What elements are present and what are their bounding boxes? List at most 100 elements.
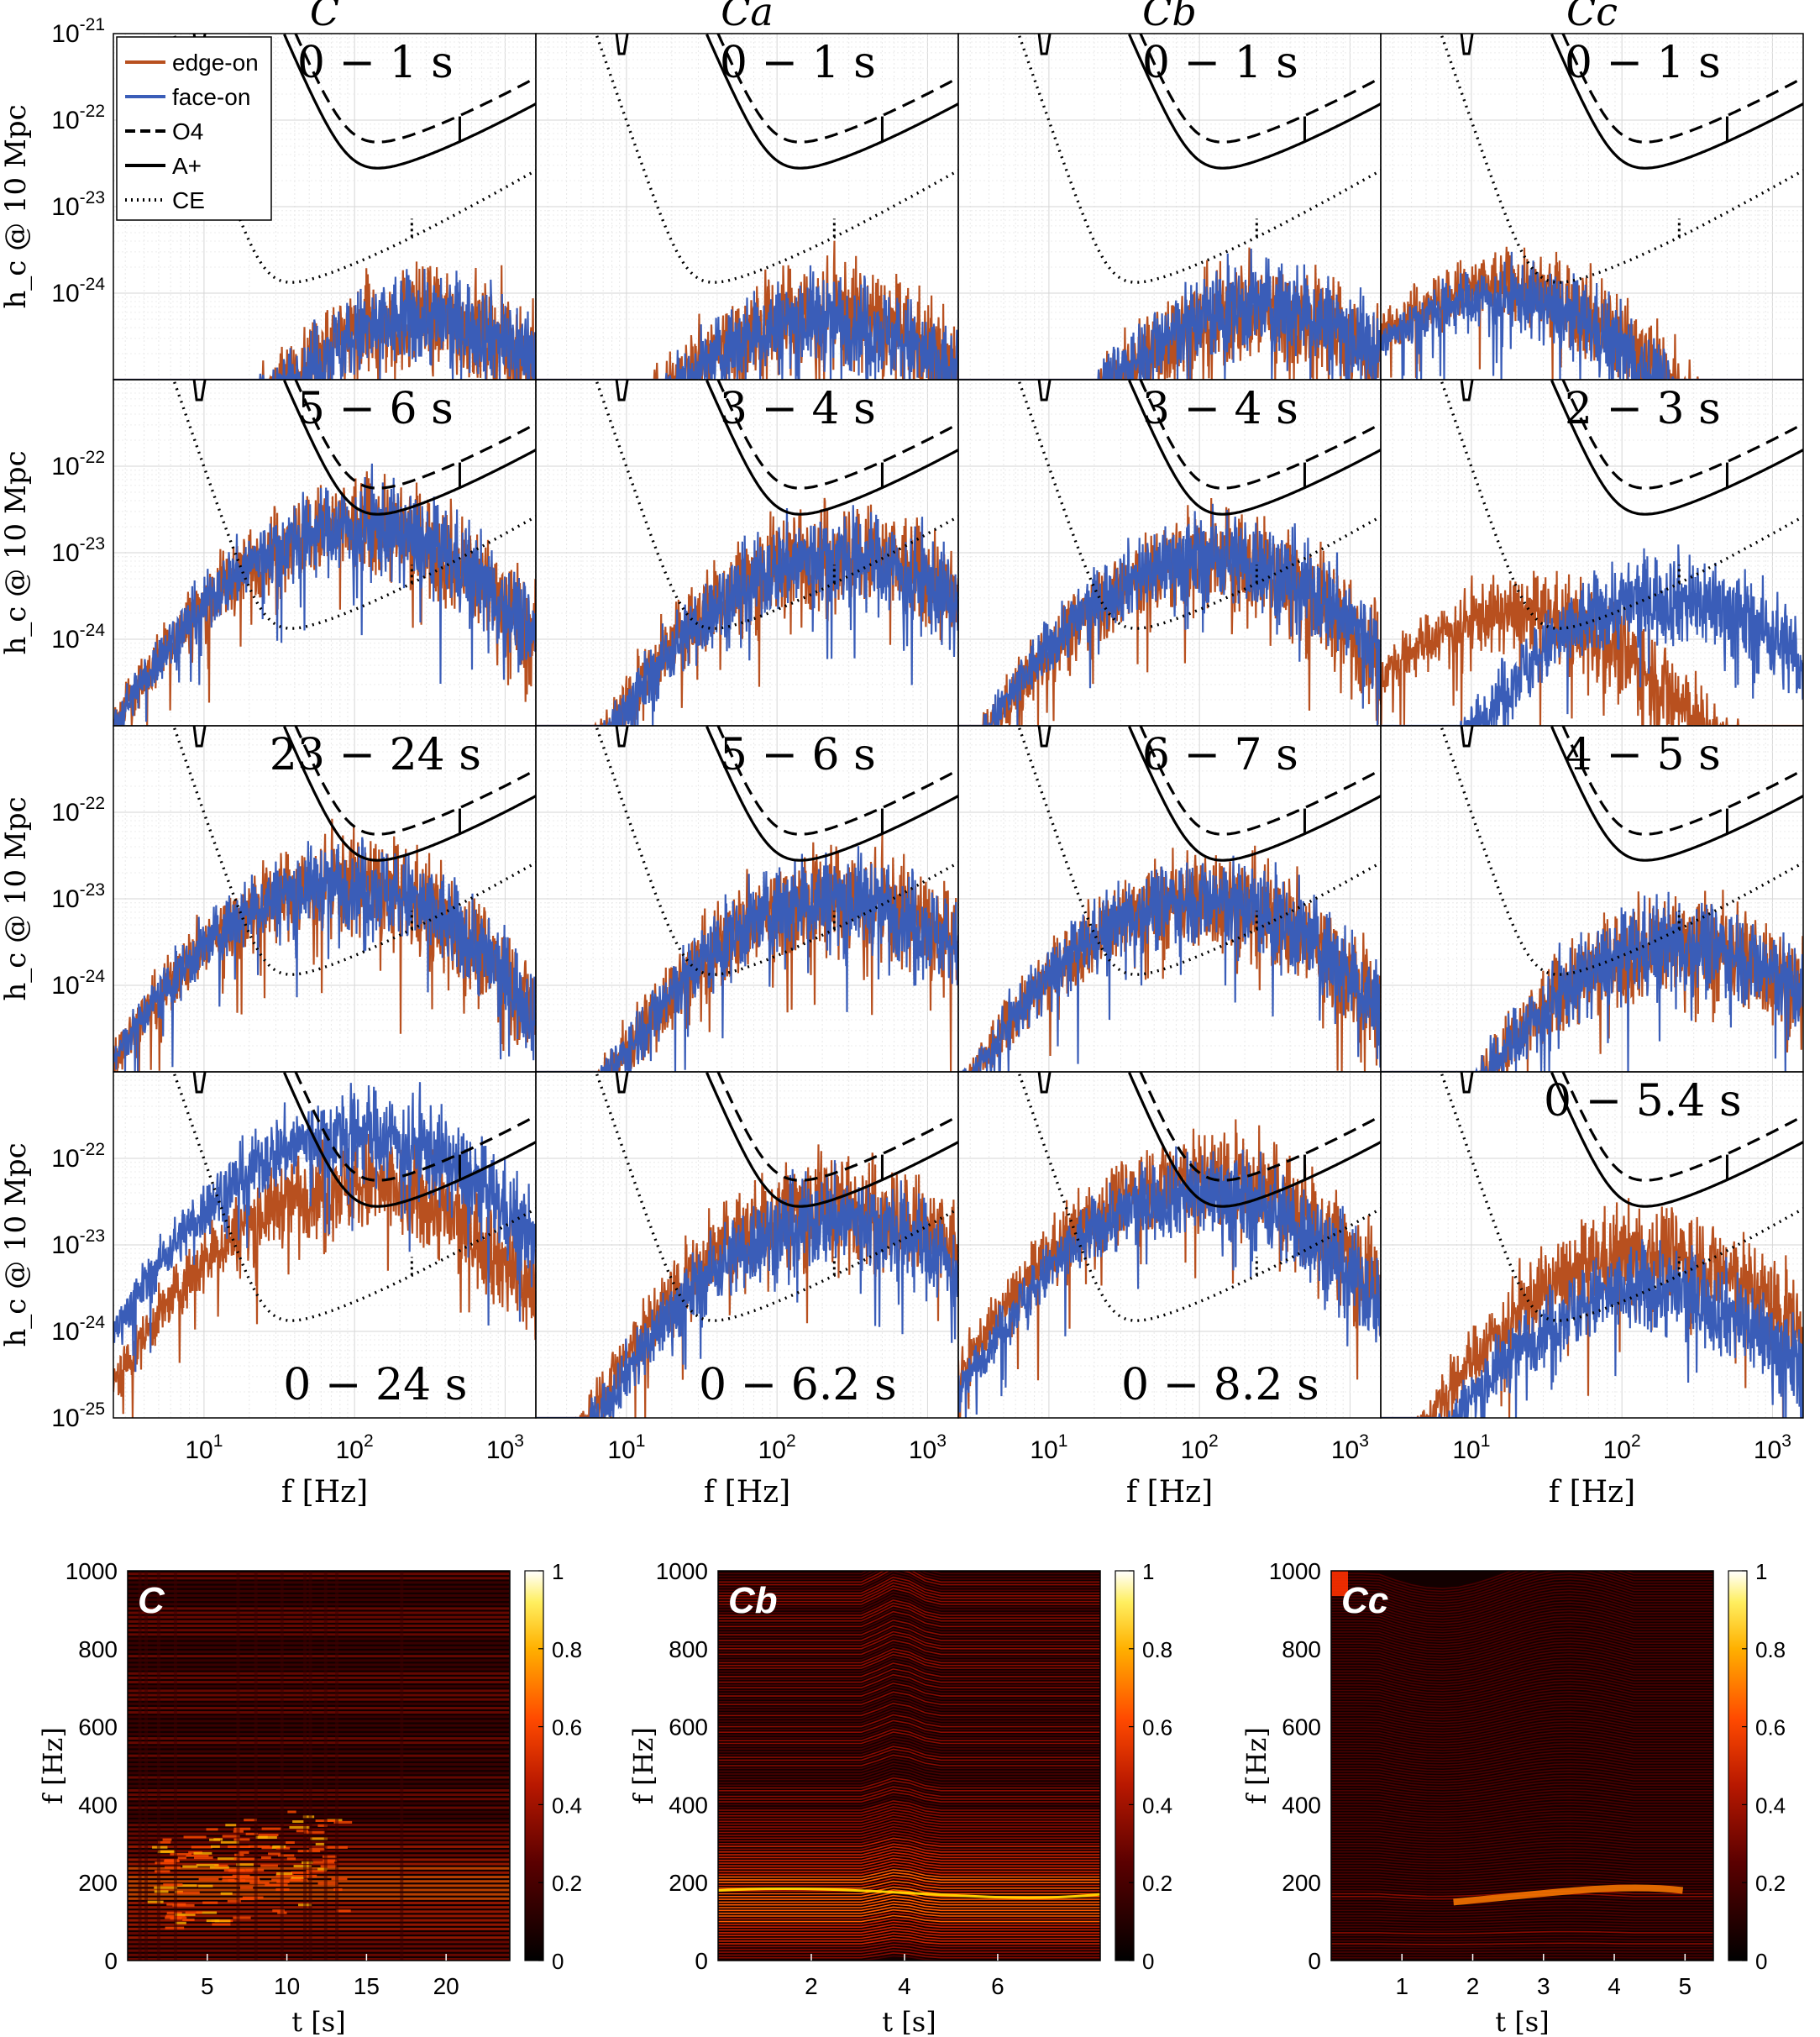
spectrogram-band — [718, 1590, 1100, 1608]
spectrogram-band — [718, 1610, 1100, 1628]
spectrogram-band — [128, 1641, 510, 1645]
spectrogram-band — [1331, 1760, 1713, 1777]
spectrogram-hotspot — [233, 1838, 250, 1841]
colorbar-tick: 0 — [552, 1949, 564, 1974]
spectrogram-band — [718, 1860, 1100, 1870]
spectrogram-band — [718, 1949, 1100, 1956]
spectrogram-band — [1331, 1595, 1713, 1625]
o4-curve — [1561, 380, 1803, 490]
panel-Cc-row4: 0 − 5.4 s — [1380, 1071, 1804, 1419]
spectrogram-band — [718, 1955, 1100, 1961]
colorbar-tick: 0 — [1755, 1949, 1767, 1974]
spectrogram-frame — [717, 1570, 1101, 1961]
face-on-series — [113, 463, 536, 726]
panel-plot-area — [958, 380, 1381, 726]
legend-label: face-on — [172, 84, 250, 110]
spectrogram-band — [128, 1876, 510, 1879]
spectrogram-band — [718, 1728, 1100, 1741]
colorbar-tick: 0.2 — [1755, 1871, 1786, 1896]
spectrogram-band — [718, 1584, 1100, 1603]
spectrogram-band — [128, 1814, 510, 1818]
spectrogram-band — [1331, 1571, 1713, 1600]
spectrogram-bright-track — [718, 1887, 1100, 1899]
spectrogram-band — [128, 1585, 510, 1588]
spectrogram-hotspot — [175, 1913, 196, 1916]
spectrogram-hotspot — [177, 1884, 197, 1887]
panel-Cc-row3: 4 − 5 s — [1380, 725, 1804, 1073]
spectrogram-x-tick: 20 — [433, 1973, 459, 1999]
spectrogram-band — [718, 1935, 1100, 1942]
notch-mark — [615, 34, 629, 55]
legend-label: CE — [172, 187, 205, 213]
o4-curve — [1139, 380, 1381, 490]
spectrogram-x-tick: 2 — [805, 1973, 818, 1999]
spectrogram-hotspot — [336, 1909, 351, 1913]
spectrogram-band — [1331, 1838, 1713, 1850]
notch-mark — [1037, 726, 1052, 748]
notch-mark — [615, 726, 629, 748]
spectrogram-band — [718, 1906, 1100, 1914]
spectrogram-hotspot — [222, 1835, 240, 1838]
spectrogram-hotspot — [154, 1886, 178, 1889]
spectrogram-band — [718, 1952, 1100, 1959]
spectrogram-band — [128, 1581, 510, 1584]
spectrogram-hotspot — [172, 1903, 195, 1907]
spectrogram-band — [128, 1629, 510, 1632]
spectrogram-band — [1331, 1786, 1713, 1801]
spectrogram-band — [128, 1633, 510, 1636]
legend-label: edge-on — [172, 50, 259, 76]
aplus-curve — [705, 34, 958, 170]
window-label: 0 − 8.2 s — [1121, 1360, 1319, 1410]
spectrogram-band — [1331, 1763, 1713, 1780]
spectrogram-band — [1331, 1708, 1713, 1729]
spectrogram-band — [718, 1791, 1100, 1803]
spectrogram-y-tick: 1000 — [66, 1558, 118, 1584]
spectrogram-hotspot — [237, 1876, 260, 1879]
spectrogram-hotspot — [260, 1864, 278, 1867]
spectrogram-band — [1331, 1945, 1713, 1948]
spectrogram-y-tick: 600 — [1282, 1714, 1321, 1740]
spectrogram-band — [718, 1573, 1100, 1591]
spectrogram-band — [718, 1898, 1100, 1906]
colorbar-tick: 0.6 — [1755, 1715, 1786, 1740]
face-on-series — [1381, 251, 1803, 380]
spectrogram-hotspot — [155, 1870, 170, 1873]
spectrogram-band — [1331, 1630, 1713, 1656]
spectrogram-hotspot — [291, 1876, 305, 1879]
spectrogram-band — [128, 1858, 510, 1861]
edge-on-series — [1381, 570, 1803, 726]
spectrogram-band — [718, 1616, 1100, 1633]
spectrogram-hotspot — [223, 1868, 244, 1872]
spectrogram-band — [718, 1835, 1100, 1845]
spectrogram-band — [128, 1888, 510, 1892]
spectrogram-hotspot — [272, 1909, 285, 1913]
spectrogram-band — [718, 1786, 1100, 1798]
spectrogram-band — [718, 1571, 1100, 1586]
aplus-curve — [705, 1072, 958, 1208]
spectrogram-band — [718, 1622, 1100, 1639]
spectrogram-band — [718, 1771, 1100, 1783]
spectrogram-hotspot — [198, 1877, 219, 1881]
spectrogram-band — [718, 1634, 1100, 1650]
x-tick-label: 102 — [336, 1431, 374, 1464]
notch-mark — [1460, 380, 1474, 402]
aplus-curve — [283, 380, 536, 516]
spectrogram-band — [1331, 1751, 1713, 1769]
o4-curve — [1561, 726, 1803, 836]
spectrogram-y-label: f [Hz] — [37, 1727, 69, 1804]
spectrogram-band — [128, 1897, 510, 1900]
spectrogram-hotspot — [164, 1866, 181, 1869]
spectrogram-band — [1331, 1934, 1713, 1938]
spectrogram-band — [1331, 1719, 1713, 1740]
spectrogram-band — [718, 1766, 1100, 1778]
spectrogram-band — [1331, 1904, 1713, 1911]
spectrogram-band — [1331, 1659, 1713, 1683]
spectrogram-hotspot — [202, 1901, 218, 1904]
strain-panels-group: 0 − 1 s 0 − 1 s 0 − 1 s 0 − 1 s 5 − 6 s 3 − 4… — [0, 0, 1804, 1509]
y-tick-label: 10-23 — [51, 880, 105, 913]
spectrogram-hotspot — [258, 1834, 279, 1837]
spectrogram-band — [1331, 1772, 1713, 1788]
spectrogram-band — [128, 1611, 510, 1614]
spectrogram-band — [718, 1920, 1100, 1928]
spectrogram-band — [128, 1715, 510, 1719]
